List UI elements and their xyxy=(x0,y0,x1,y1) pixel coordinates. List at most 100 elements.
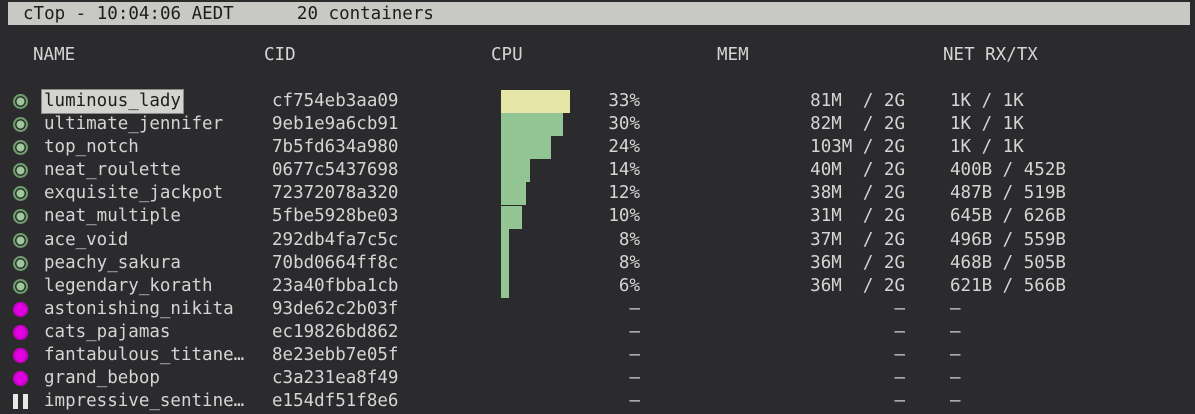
mem-value: 36M / 2G xyxy=(810,252,905,273)
status-running-icon xyxy=(13,232,28,248)
table-row[interactable]: ultimate_jennifer 9eb1e9a6cb91 30% 82M / 2G… xyxy=(0,113,1195,136)
container-name[interactable]: neat_roulette xyxy=(44,160,181,181)
table-row[interactable]: top_notch 7b5fd634a980 24% 103M / 2G 1K / 1K xyxy=(0,136,1195,159)
container-name[interactable]: luminous_lady xyxy=(42,90,183,113)
container-id: e154df51f8e6 xyxy=(272,391,399,412)
container-name[interactable]: peachy_sakura xyxy=(44,252,181,273)
mem-value: 38M / 2G xyxy=(810,183,905,204)
container-id: 8e23ebb7e05f xyxy=(272,345,399,366)
net-value: 496B / 559B xyxy=(950,229,1066,250)
container-name[interactable]: top_notch xyxy=(44,137,139,158)
status-running-icon xyxy=(13,186,28,202)
column-header-mem[interactable]: MEM xyxy=(717,45,749,65)
table-row[interactable]: ace_void 292db4fa7c5c 8% 37M / 2G 496B / 559… xyxy=(0,229,1195,252)
cpu-value: – xyxy=(629,368,640,389)
net-value: 487B / 519B xyxy=(950,183,1066,204)
mem-value: – xyxy=(894,391,905,412)
container-id: cf754eb3aa09 xyxy=(272,91,399,111)
table-row[interactable]: exquisite_jackpot 72372078a320 12% 38M / 2G… xyxy=(0,182,1195,205)
container-name[interactable]: astonishing_nikita xyxy=(44,298,234,319)
column-header-row: NAME CID CPU MEM NET RX/TX xyxy=(0,45,1195,71)
container-name[interactable]: fantabulous_titane… xyxy=(44,345,245,366)
mem-value: – xyxy=(894,321,905,342)
container-id: 70bd0664ff8c xyxy=(272,252,399,273)
table-row[interactable]: neat_roulette 0677c5437698 14% 40M / 2G 400B… xyxy=(0,159,1195,182)
title-bar: cTop - 10:04:06 AEDT 20 containers xyxy=(8,2,1190,25)
column-header-name[interactable]: NAME xyxy=(33,45,76,65)
mem-value: 82M / 2G xyxy=(810,114,905,135)
status-running-icon xyxy=(13,163,28,179)
status-exited-icon xyxy=(13,348,28,364)
table-row[interactable]: fantabulous_titane… 8e23ebb7e05f – – – xyxy=(0,344,1195,367)
net-value: 621B / 566B xyxy=(950,275,1066,296)
net-value: 400B / 452B xyxy=(950,160,1066,181)
cpu-value: – xyxy=(629,298,640,319)
mem-value: 37M / 2G xyxy=(810,229,905,250)
table-row[interactable]: legendary_korath 23a40fbba1cb 6% 36M / 2G 62… xyxy=(0,275,1195,298)
cpu-value: 8% xyxy=(618,229,640,250)
table-row[interactable]: impressive_sentine… e154df51f8e6 – – – xyxy=(0,390,1195,413)
container-id: 292db4fa7c5c xyxy=(272,229,399,250)
container-name[interactable]: ace_void xyxy=(44,229,129,250)
net-value: 1K / 1K xyxy=(950,91,1024,111)
table-row[interactable]: grand_bebop c3a231ea8f49 – – – xyxy=(0,367,1195,390)
column-header-net[interactable]: NET RX/TX xyxy=(943,45,1038,65)
container-list[interactable]: luminous_lady cf754eb3aa09 33% 81M / 2G 1K /… xyxy=(0,90,1195,414)
mem-value: 36M / 2G xyxy=(810,275,905,296)
mem-value: 40M / 2G xyxy=(810,160,905,181)
table-row[interactable]: luminous_lady cf754eb3aa09 33% 81M / 2G 1K /… xyxy=(0,90,1195,113)
table-row[interactable]: peachy_sakura 70bd0664ff8c 8% 36M / 2G 468B … xyxy=(0,252,1195,275)
net-value: – xyxy=(950,321,961,342)
title-bar-text: cTop - 10:04:06 AEDT 20 containers xyxy=(23,3,434,24)
net-value: 1K / 1K xyxy=(950,114,1024,135)
mem-value: 103M / 2G xyxy=(810,137,905,158)
cpu-value: 30% xyxy=(608,114,640,135)
status-exited-icon xyxy=(13,371,28,387)
net-value: – xyxy=(950,391,961,412)
status-running-icon xyxy=(13,255,28,271)
table-row[interactable]: neat_multiple 5fbe5928be03 10% 31M / 2G 645B… xyxy=(0,205,1195,228)
container-name[interactable]: neat_multiple xyxy=(44,206,181,227)
cpu-value: 12% xyxy=(608,183,640,204)
column-header-cid[interactable]: CID xyxy=(264,45,296,65)
net-value: 645B / 626B xyxy=(950,206,1066,227)
cpu-value: 6% xyxy=(618,275,640,296)
container-name[interactable]: exquisite_jackpot xyxy=(44,183,224,204)
net-value: 468B / 505B xyxy=(950,252,1066,273)
status-running-icon xyxy=(13,278,28,294)
cpu-value: – xyxy=(629,321,640,342)
net-value: – xyxy=(950,345,961,366)
container-id: 7b5fd634a980 xyxy=(272,137,399,158)
container-name[interactable]: grand_bebop xyxy=(44,368,160,389)
container-name[interactable]: ultimate_jennifer xyxy=(44,114,224,135)
status-running-icon xyxy=(13,140,28,156)
table-row[interactable]: cats_pajamas ec19826bd862 – – – xyxy=(0,321,1195,344)
cpu-value: – xyxy=(629,391,640,412)
mem-value: – xyxy=(894,368,905,389)
container-id: ec19826bd862 xyxy=(272,321,399,342)
cpu-value: 14% xyxy=(608,160,640,181)
status-exited-icon xyxy=(13,324,28,340)
container-id: 5fbe5928be03 xyxy=(272,206,399,227)
status-running-icon xyxy=(13,94,28,109)
container-name[interactable]: cats_pajamas xyxy=(44,321,171,342)
container-id: 72372078a320 xyxy=(272,183,399,204)
cpu-value: 24% xyxy=(608,137,640,158)
net-value: – xyxy=(950,298,961,319)
mem-value: 81M / 2G xyxy=(810,91,905,111)
column-header-cpu[interactable]: CPU xyxy=(491,45,523,65)
table-row[interactable]: astonishing_nikita 93de62c2b03f – – – xyxy=(0,298,1195,321)
cpu-value: – xyxy=(629,345,640,366)
cpu-value: 33% xyxy=(608,91,640,111)
mem-value: – xyxy=(894,345,905,366)
container-id: 23a40fbba1cb xyxy=(272,275,399,296)
container-id: 93de62c2b03f xyxy=(272,298,399,319)
container-id: c3a231ea8f49 xyxy=(272,368,399,389)
status-paused-icon xyxy=(13,394,28,410)
container-id: 0677c5437698 xyxy=(272,160,399,181)
container-name[interactable]: impressive_sentine… xyxy=(44,391,245,412)
container-name[interactable]: legendary_korath xyxy=(44,275,213,296)
net-value: – xyxy=(950,368,961,389)
container-id: 9eb1e9a6cb91 xyxy=(272,114,399,135)
status-running-icon xyxy=(13,209,28,225)
